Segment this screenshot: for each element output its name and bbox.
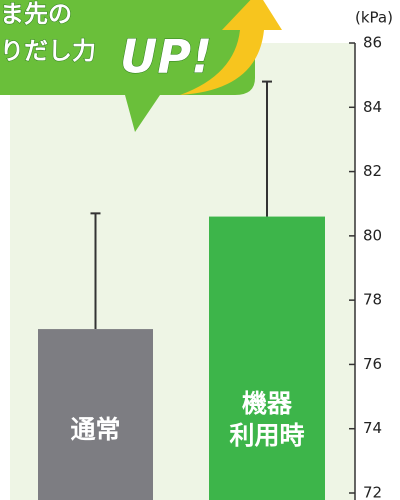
- y-axis-label: (kPa): [355, 9, 393, 27]
- y-tick-label: 82: [363, 162, 382, 180]
- y-tick-label: 74: [363, 419, 382, 437]
- bar: [209, 217, 325, 500]
- banner-text: UP!: [120, 30, 212, 84]
- category-label: 機器 利用時: [209, 388, 325, 452]
- page: ま先の りだし力 UP! (kPa) 7274767880828486 (() …: [0, 0, 400, 500]
- y-tick-label: 76: [363, 355, 382, 373]
- banner-text: りだし力: [0, 37, 96, 65]
- y-tick-label: 86: [363, 34, 382, 52]
- y-tick-label: 84: [363, 98, 382, 116]
- y-tick-label: 80: [363, 226, 382, 244]
- y-tick-label: 72: [363, 484, 382, 500]
- y-tick-label: 78: [363, 291, 382, 309]
- category-label: 通常: [38, 414, 153, 446]
- banner-text: ま先の: [0, 0, 72, 28]
